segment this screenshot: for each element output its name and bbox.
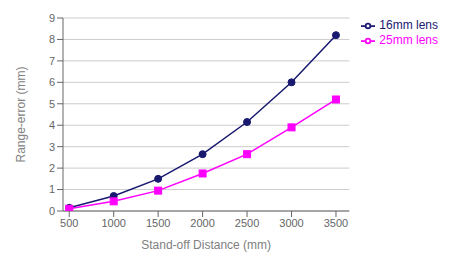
svg-text:Stand-off Distance (mm): Stand-off Distance (mm) [141,238,271,252]
svg-text:4: 4 [49,119,55,131]
svg-text:0: 0 [49,205,55,217]
svg-text:500: 500 [60,217,78,229]
svg-text:Range-error (mm): Range-error (mm) [14,66,28,162]
svg-text:2: 2 [49,162,55,174]
svg-text:5: 5 [49,98,55,110]
html-text:16mm lens: 16mm lens [379,18,438,32]
svg-text:9: 9 [49,12,55,24]
svg-text:2000: 2000 [190,217,214,229]
svg-text:1: 1 [49,183,55,195]
svg-text:3000: 3000 [279,217,303,229]
html-text:25mm lens: 25mm lens [379,32,438,47]
svg-text:8: 8 [49,33,55,45]
svg-text:3: 3 [49,141,55,153]
svg-text:1500: 1500 [146,217,170,229]
svg-text:7: 7 [49,55,55,67]
svg-text:6: 6 [49,76,55,88]
svg-text:1000: 1000 [101,217,125,229]
svg-text:2500: 2500 [235,217,259,229]
svg-text:3500: 3500 [324,217,348,229]
